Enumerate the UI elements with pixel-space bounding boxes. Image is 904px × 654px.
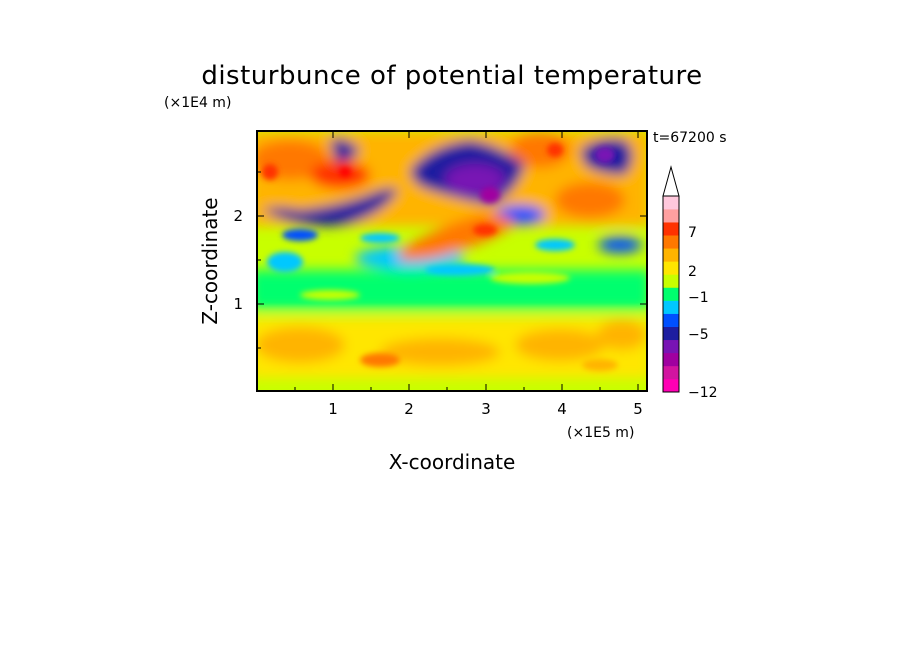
colorbar-label: −12 [688,385,718,401]
y-scale-label: (×1E4 m) [164,95,231,111]
colorbar-label: 7 [688,225,697,241]
detail-cyan-3 [267,252,303,272]
x-ticks [294,131,639,391]
region-upper-mid-orange [510,132,570,168]
region-cold-right-3 [598,237,642,253]
colorbar-segment [663,313,679,327]
time-label: t=67200 s [653,130,727,146]
x-tick-label: 5 [633,400,643,418]
colorbar-segment [663,339,679,354]
colorbar [662,165,680,393]
region-upper-right-red [555,182,625,218]
x-tick-label: 4 [557,400,567,418]
region-cold-upper-left [330,138,360,162]
colorbar-segment [663,261,679,275]
y-tick-label: 2 [233,207,243,225]
detail-blue-1 [282,229,318,241]
colorbar-segment [663,378,679,393]
colorbar-frame [662,195,680,393]
detail-blue-2 [535,239,575,251]
detail-red-spot-3 [339,167,351,177]
x-tick-label: 1 [328,400,338,418]
detail-yellow-1 [490,272,570,284]
colorbar-segment [663,248,679,262]
region-lower-warm-3 [515,329,605,361]
detail-red-spot-2 [262,164,278,180]
colorbar-segment [663,365,679,380]
colorbar-segment [663,274,679,288]
x-scale-label: (×1E5 m) [567,425,634,441]
colorbar-segment [663,235,679,249]
chart-title: disturbunce of potential temperature [201,61,702,91]
colorbar-segment [663,352,679,367]
region-upper-left-red2 [310,161,370,189]
colorbar-extend-arrow [662,165,680,197]
region-cold-left-band [262,188,398,226]
colorbar-segments [663,196,679,393]
detail-cold-core [480,187,500,203]
y-axis-label: Z-coordinate [198,197,222,324]
detail-cyan-1 [425,264,495,276]
detail-warm-jet-core [473,224,497,236]
region-lower-warm-4 [597,320,647,350]
contour-detail [262,143,618,371]
colorbar-label: 2 [688,264,697,280]
detail-yellow-2 [300,290,360,300]
colorbar-segment [663,209,679,223]
plot-area [257,131,647,391]
region-lower-warm-1 [257,327,345,363]
colorbar-segment [663,287,679,301]
detail-orange-1 [360,353,400,367]
colorbar-segment [663,196,679,210]
plot-frame [256,130,648,392]
y-tick-label: 1 [233,295,243,313]
detail-orange-2 [582,359,618,371]
x-tick-label: 2 [404,400,414,418]
colorbar-segment [663,326,679,341]
x-axis-label: X-coordinate [389,450,516,474]
detail-cold-right-core [595,147,615,163]
detail-cyan-2 [360,233,400,243]
colorbar-label: −1 [688,290,709,306]
detail-red-spot-1 [547,143,563,157]
colorbar-segment [663,222,679,236]
colorbar-label: −5 [688,327,709,343]
region-lower-warm-2 [380,338,500,366]
colorbar-segment [663,300,679,314]
y-ticks [257,171,647,349]
band-middle-green [257,270,647,310]
x-tick-label: 3 [481,400,491,418]
